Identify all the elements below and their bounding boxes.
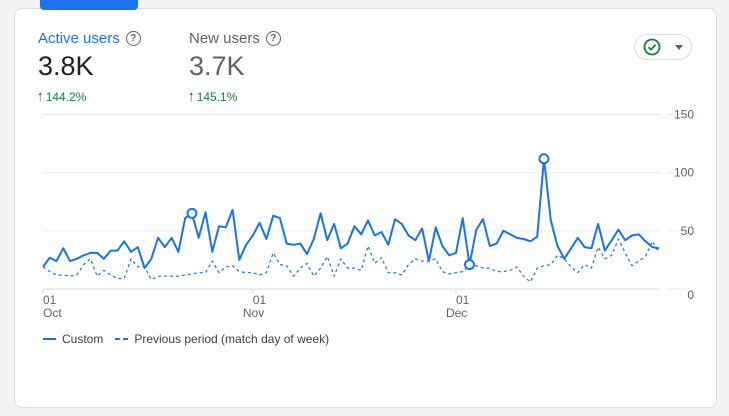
metric-active-users[interactable]: Active users? 3.8K 🠑 144.2%: [38, 30, 141, 109]
x-tick-day: 01: [43, 293, 57, 307]
metric-label: Active users: [38, 30, 120, 47]
y-tick-label: 150: [674, 108, 694, 122]
metric-new-users[interactable]: New users? 3.7K 🠑 145.1%: [189, 30, 281, 109]
caret-down-icon: [675, 45, 683, 50]
series-previous-line: [42, 238, 660, 283]
x-tick-month: Oct: [43, 306, 62, 320]
metric-delta: 🠑 145.1%: [189, 90, 238, 104]
help-icon[interactable]: ?: [125, 31, 141, 46]
highlight-point: [464, 259, 476, 271]
x-tick-month: Nov: [243, 306, 264, 320]
comparison-toggle[interactable]: [634, 34, 692, 60]
check-circle-icon: [643, 38, 661, 56]
y-tick-label: 100: [674, 166, 694, 180]
metric-value: 3.7K: [189, 51, 245, 81]
legend-solid-swatch: [43, 338, 56, 340]
metric-delta: 🠑 144.2%: [38, 90, 87, 104]
users-card: [14, 8, 717, 408]
highlight-point: [186, 207, 198, 219]
arrow-up-icon: 🠑: [189, 90, 194, 104]
x-tick-month: Dec: [446, 306, 467, 320]
legend-previous[interactable]: Previous period (match day of week): [134, 332, 330, 346]
legend-custom[interactable]: Custom: [62, 332, 104, 346]
highlight-point: [538, 153, 550, 165]
metric-label: New users: [189, 30, 260, 47]
y-tick-label: 0: [687, 288, 694, 302]
selected-tab-indicator: [40, 0, 138, 10]
arrow-up-icon: 🠑: [38, 90, 43, 104]
y-tick-label: 50: [681, 224, 695, 238]
legend-dashed-swatch: [115, 338, 129, 340]
metric-value: 3.8K: [38, 51, 94, 81]
x-tick-day: 01: [253, 293, 267, 307]
series-custom-line: [42, 157, 660, 270]
legend: Custom Previous period (match day of wee…: [43, 332, 329, 346]
x-tick-day: 01: [456, 293, 470, 307]
help-icon[interactable]: ?: [265, 31, 281, 46]
